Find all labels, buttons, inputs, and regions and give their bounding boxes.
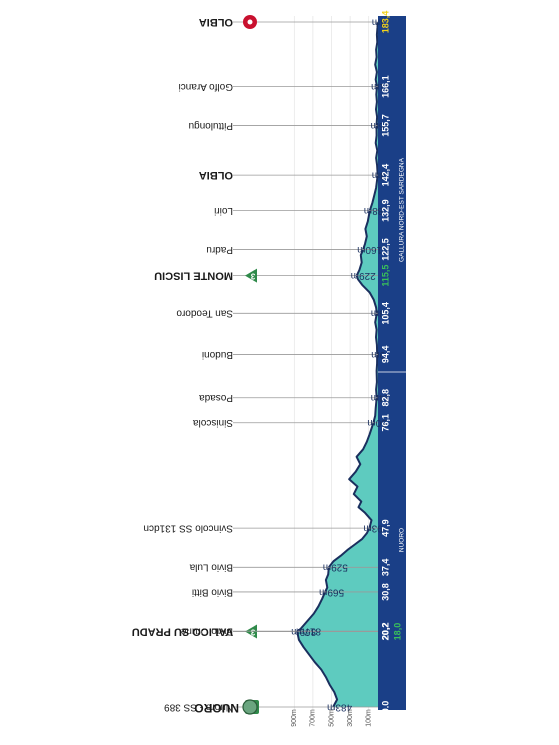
profile-point: 11m Golfo Aranci 166,1 [179, 75, 391, 98]
point-name: Nuoro - SS 389 [164, 701, 233, 712]
km-label: 166,1 [380, 75, 390, 98]
profile-point: 817m Bivio Orune 20,2 [180, 622, 390, 640]
point-name: Siniscola [193, 417, 233, 428]
profile-point: 88m Loiri 132,9 [214, 199, 390, 222]
point-name: OLBIA [199, 169, 233, 181]
point-name: Budoni [202, 349, 233, 360]
km-label: 76,1 [380, 414, 390, 432]
altitude-label: 14m [371, 392, 390, 403]
altitude-label: 483m [327, 701, 352, 712]
profile-point: 50m Siniscola 76,1 [193, 414, 391, 432]
km-kom-label: 18,0 [392, 623, 402, 641]
altitude-label: 9m [371, 349, 385, 360]
km-label: 82,8 [380, 389, 390, 407]
altitude-label: 529m [323, 562, 348, 573]
profile-point: 3m OLBIA 183,4 [199, 11, 391, 34]
km-band [378, 16, 406, 710]
altitude-label: 569m [319, 586, 344, 597]
point-name: Bivio Lula [189, 562, 233, 573]
profile-point: 529m Bivio Lula 37,4 [189, 559, 390, 577]
km-band-bg [378, 16, 406, 710]
finish-icon-dot [247, 19, 253, 25]
profile-point: 9m Budoni 94,4 [202, 346, 391, 364]
km-label: 37,4 [380, 559, 390, 577]
km-label: 142,4 [380, 164, 390, 187]
kom-icon [245, 268, 257, 283]
region-label: GALLURA NORD-EST SARDEGNA [399, 157, 406, 262]
altitude-label: 16m [371, 120, 390, 131]
profile-point: 13m San Teodoro 105,4 [176, 302, 390, 325]
profile-point: 569m Bivio Bitti 30,8 [192, 583, 391, 601]
km-label: 105,4 [380, 302, 390, 325]
altitude-label: 3m [372, 169, 386, 180]
altitude-label: 93m [363, 522, 382, 533]
profile-point: 229m MONTE LISCIU 115,5 3 [154, 265, 390, 287]
point-name: Bivio Orune [180, 626, 233, 637]
point-name: San Teodoro [176, 308, 233, 319]
km-label: 0.0 [380, 701, 390, 714]
kom-category: 3 [250, 271, 255, 280]
profile-point: 14m Posada 82,8 [199, 389, 391, 407]
profile-point: 160m Padru 122,5 [206, 238, 390, 261]
altitude-tick-label: 900m [291, 709, 298, 727]
profile-point: 16m Pittulongu 155,7 [189, 114, 391, 137]
altitude-label: 88m [364, 205, 383, 216]
point-name: Loiri [214, 205, 233, 216]
point-name: OLBIA [199, 16, 233, 28]
km-label: 155,7 [380, 114, 390, 137]
point-name: Posada [199, 392, 233, 403]
km-label: 30,8 [380, 583, 390, 601]
km-label: 115,5 [380, 265, 390, 287]
altitude-tick-label: 300m [347, 709, 354, 727]
km-label: 122,5 [380, 238, 390, 261]
altitude-axis: 900m 700m 500m 300m 100m [291, 709, 372, 727]
profile-area [296, 21, 379, 708]
point-name: Golfo Aranci [179, 81, 233, 92]
point-name: Pittulongu [189, 120, 233, 131]
region-labels: NUORO GALLURA NORD-EST SARDEGNA [399, 157, 406, 552]
altitude-label: 229m [351, 270, 376, 281]
point-name: Padru [206, 244, 233, 255]
km-label: 132,9 [380, 199, 390, 222]
start-icon [242, 699, 258, 715]
point-name: Svincolo SS 131dcn [143, 522, 233, 533]
point-name: MONTE LISCIU [154, 270, 233, 282]
altitude-label: 13m [371, 308, 390, 319]
km-label: 20,2 [380, 623, 390, 641]
profile-point: 3m OLBIA 142,4 [199, 164, 391, 187]
profile-fill [297, 22, 378, 707]
altitude-tick-label: 100m [366, 709, 373, 727]
profile-line [296, 21, 379, 708]
altitude-label: 160m [357, 244, 382, 255]
km-label: 47,9 [380, 519, 390, 537]
kom-category: 3 [250, 627, 255, 636]
point-name: Bivio Bitti [192, 586, 233, 597]
point-name: VALICO SU PRADU [132, 626, 233, 638]
altitude-label: 50m [367, 417, 386, 428]
altitude-label: 11m [371, 81, 390, 92]
km-label: 94,4 [380, 346, 390, 364]
km-label: 183,4 [380, 11, 390, 34]
altitude-tick-label: 700m [310, 709, 317, 727]
altitude-tick-label: 500m [328, 709, 335, 727]
region-label: NUORO [399, 528, 406, 552]
km-label: 20,2 [380, 622, 390, 640]
profile-point: 93m Svincolo SS 131dcn 47,9 [143, 519, 390, 537]
altitude-label: 817m [296, 626, 321, 637]
altitude-label: 3m [372, 16, 386, 27]
start-name: NUORO [194, 701, 239, 715]
start-point: NUORO [194, 699, 258, 715]
